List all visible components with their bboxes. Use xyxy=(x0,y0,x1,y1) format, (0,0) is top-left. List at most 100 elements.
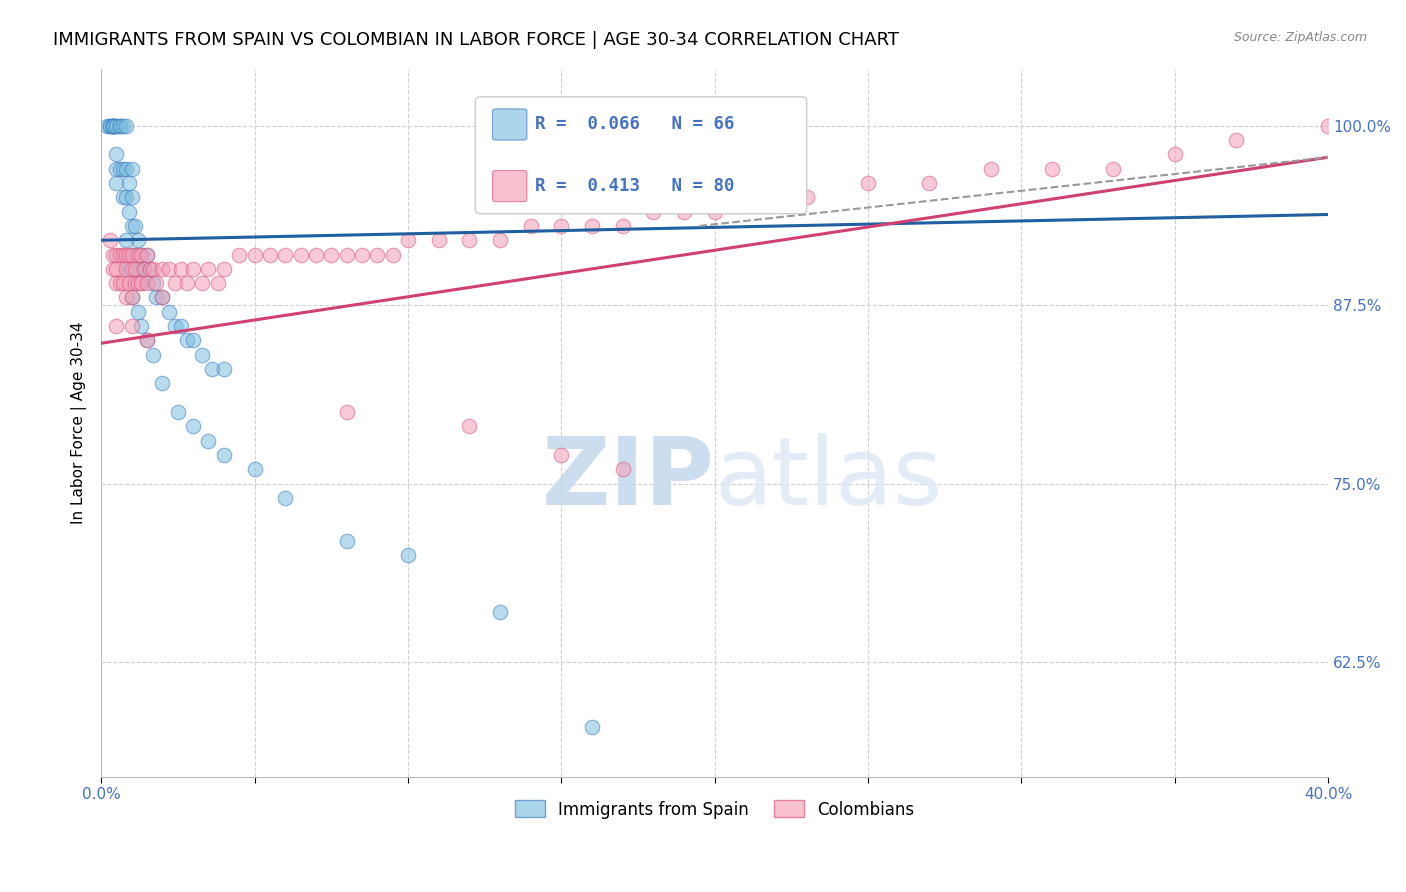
Text: R =  0.066   N = 66: R = 0.066 N = 66 xyxy=(536,115,735,134)
Point xyxy=(111,276,134,290)
Point xyxy=(1317,119,1340,133)
Point xyxy=(118,261,141,276)
Point xyxy=(105,176,128,190)
Point xyxy=(191,348,214,362)
Point xyxy=(181,419,204,434)
Point xyxy=(98,119,121,133)
Legend: Immigrants from Spain, Colombians: Immigrants from Spain, Colombians xyxy=(508,794,921,825)
Point xyxy=(124,261,146,276)
Point xyxy=(305,247,328,261)
Point xyxy=(643,204,665,219)
Point xyxy=(121,290,143,304)
Point xyxy=(366,247,388,261)
Point xyxy=(121,247,143,261)
Point xyxy=(152,376,174,391)
Point xyxy=(612,462,634,476)
Point xyxy=(458,419,481,434)
Point xyxy=(136,247,159,261)
Point xyxy=(136,334,159,348)
FancyBboxPatch shape xyxy=(475,97,807,214)
Point xyxy=(335,405,357,419)
Point xyxy=(129,276,152,290)
Point xyxy=(111,119,134,133)
Point xyxy=(114,161,136,176)
Point xyxy=(129,276,152,290)
Point xyxy=(136,247,159,261)
Point xyxy=(105,161,128,176)
Point xyxy=(105,247,128,261)
Point xyxy=(259,247,281,261)
Point xyxy=(129,247,152,261)
Point xyxy=(274,491,297,505)
Point xyxy=(121,261,143,276)
Point xyxy=(139,261,162,276)
Point xyxy=(181,261,204,276)
Point xyxy=(142,348,165,362)
Point xyxy=(139,261,162,276)
Point xyxy=(191,276,214,290)
Point xyxy=(918,176,941,190)
Point xyxy=(121,247,143,261)
Point xyxy=(136,334,159,348)
FancyBboxPatch shape xyxy=(492,109,527,140)
Point xyxy=(118,204,141,219)
FancyBboxPatch shape xyxy=(492,170,527,202)
Point xyxy=(152,290,174,304)
Point xyxy=(321,247,343,261)
Point xyxy=(124,276,146,290)
Point xyxy=(103,119,125,133)
Point xyxy=(163,319,186,334)
Point xyxy=(176,334,198,348)
Point xyxy=(105,119,128,133)
Point xyxy=(612,219,634,233)
Point xyxy=(157,261,180,276)
Point xyxy=(458,233,481,247)
Point xyxy=(350,247,373,261)
Point xyxy=(519,219,541,233)
Point xyxy=(163,276,186,290)
Point xyxy=(121,219,143,233)
Point xyxy=(127,247,149,261)
Y-axis label: In Labor Force | Age 30-34: In Labor Force | Age 30-34 xyxy=(72,321,87,524)
Point xyxy=(105,147,128,161)
Point xyxy=(121,319,143,334)
Point xyxy=(335,533,357,548)
Point xyxy=(132,261,155,276)
Point xyxy=(96,119,118,133)
Text: IMMIGRANTS FROM SPAIN VS COLOMBIAN IN LABOR FORCE | AGE 30-34 CORRELATION CHART: IMMIGRANTS FROM SPAIN VS COLOMBIAN IN LA… xyxy=(53,31,900,49)
Point xyxy=(157,305,180,319)
Point xyxy=(145,276,167,290)
Point xyxy=(127,261,149,276)
Point xyxy=(111,161,134,176)
Point xyxy=(1164,147,1187,161)
Point xyxy=(132,261,155,276)
Point xyxy=(703,204,725,219)
Point xyxy=(381,247,404,261)
Point xyxy=(105,119,128,133)
Point xyxy=(108,276,131,290)
Point xyxy=(152,290,174,304)
Point xyxy=(118,247,141,261)
Point xyxy=(212,261,235,276)
Point xyxy=(489,605,512,619)
Point xyxy=(274,247,297,261)
Point xyxy=(124,247,146,261)
Point xyxy=(103,119,125,133)
Point xyxy=(142,261,165,276)
Point xyxy=(181,334,204,348)
Point xyxy=(129,319,152,334)
Point xyxy=(127,233,149,247)
Point xyxy=(581,720,603,734)
Point xyxy=(111,247,134,261)
Point xyxy=(672,204,695,219)
Text: ZIP: ZIP xyxy=(541,434,714,525)
Point xyxy=(176,276,198,290)
Point xyxy=(108,119,131,133)
Point xyxy=(121,290,143,304)
Point xyxy=(335,247,357,261)
Text: atlas: atlas xyxy=(714,434,943,525)
Point xyxy=(108,119,131,133)
Point xyxy=(114,247,136,261)
Point xyxy=(114,233,136,247)
Point xyxy=(136,276,159,290)
